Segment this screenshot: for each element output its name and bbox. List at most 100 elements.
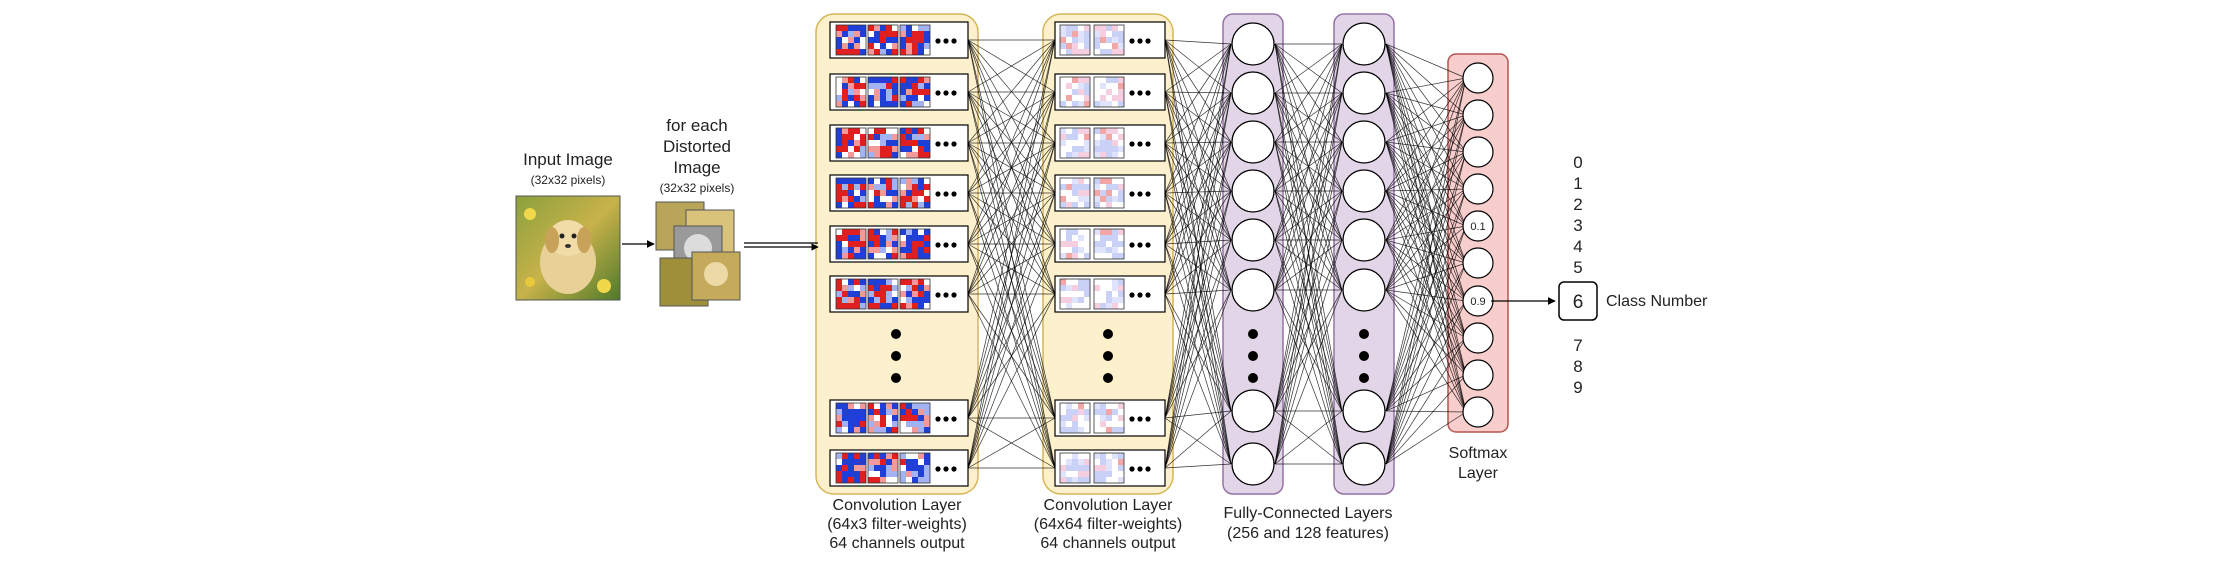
conv2-filter-thumbnail <box>1059 76 1091 108</box>
more-filters-ellipsis <box>1129 141 1151 147</box>
conv1-filter-thumbnail <box>867 76 899 108</box>
softmax-node <box>1462 173 1494 205</box>
conv2-filter-thumbnail <box>1093 228 1125 260</box>
fc1-node <box>1231 22 1275 66</box>
fc2-node <box>1342 22 1386 66</box>
class-label-3: 3 <box>1573 216 1582 235</box>
fc1-node <box>1231 169 1275 213</box>
conv2-filter-thumbnail <box>1093 177 1125 209</box>
softmax-node <box>1462 396 1494 428</box>
class-label-7: 7 <box>1573 336 1582 355</box>
conv1-label-line-2: (64x3 filter-weights) <box>827 516 967 533</box>
conv2-label-line-1: Convolution Layer <box>1044 497 1174 514</box>
conv2-filter-thumbnail <box>1093 24 1125 56</box>
conv2-channel-row <box>1054 21 1166 59</box>
distorted-images <box>655 201 741 307</box>
distorted-title-line-2: Distorted <box>663 137 731 156</box>
conv1-filter-thumbnail <box>899 228 931 260</box>
fc1-node <box>1231 389 1275 433</box>
conv2-filter-thumbnail <box>1059 177 1091 209</box>
more-filters-ellipsis <box>935 141 957 147</box>
conv2-channel-row <box>1054 449 1166 487</box>
distorted-title: for each Distorted Image <box>663 116 731 177</box>
conv1-filter-thumbnail <box>899 177 931 209</box>
distorted-title-line-1: for each <box>666 116 727 135</box>
softmax-label-line-1: Softmax <box>1449 445 1508 462</box>
fc2-node <box>1342 218 1386 262</box>
conv2-ellipsis <box>1103 329 1113 383</box>
class-label-8: 8 <box>1573 357 1582 376</box>
fc2-ellipsis <box>1359 329 1369 383</box>
conv2-filter-thumbnail <box>1059 127 1091 159</box>
input-title: Input Image <box>523 150 613 169</box>
distorted-title-line-3: Image <box>673 158 720 177</box>
class-label-0: 0 <box>1573 153 1582 172</box>
conv1-channel-row <box>829 174 969 212</box>
conv1-channel-row <box>829 124 969 162</box>
conv2-channel-row <box>1054 275 1166 313</box>
softmax-node <box>1462 62 1494 94</box>
conv2-channel-row <box>1054 174 1166 212</box>
conv2-channel-row <box>1054 399 1166 437</box>
class-label-5: 5 <box>1573 258 1582 277</box>
class-numbers: 0 1 2 3 4 5 7 8 9 <box>1573 153 1582 397</box>
class-label-9: 9 <box>1573 378 1582 397</box>
conv1-filter-thumbnail <box>867 24 899 56</box>
more-filters-ellipsis <box>935 466 957 472</box>
more-filters-ellipsis <box>935 90 957 96</box>
output-label: Class Number <box>1606 293 1708 310</box>
fc1-ellipsis <box>1248 329 1258 383</box>
conv2-label-line-2: (64x64 filter-weights) <box>1034 516 1183 533</box>
conv1-filter-thumbnail <box>867 228 899 260</box>
softmax-nodes: 0.1 0.9 <box>1462 62 1494 428</box>
more-filters-ellipsis <box>935 416 957 422</box>
conv2-filter-thumbnail <box>1059 402 1091 434</box>
conv2-channel-row <box>1054 73 1166 111</box>
softmax-label-line-2: Layer <box>1458 465 1499 482</box>
conv1-ellipsis <box>891 329 901 383</box>
conv1-filter-thumbnail <box>867 127 899 159</box>
conv2-channels <box>1054 21 1166 487</box>
more-filters-ellipsis <box>935 191 957 197</box>
conv1-filter-thumbnail <box>899 452 931 484</box>
conv1-filter-thumbnail <box>835 278 867 310</box>
conv2-filter-thumbnail <box>1093 402 1125 434</box>
fc2-node <box>1342 268 1386 312</box>
softmax-node: 0.1 <box>1462 210 1494 242</box>
fc1-node <box>1231 218 1275 262</box>
conv2-filter-thumbnail <box>1093 127 1125 159</box>
fc2-node <box>1342 389 1386 433</box>
connection-lines <box>967 39 1467 469</box>
conv1-filter-thumbnail <box>867 402 899 434</box>
input-subtitle: (32x32 pixels) <box>531 173 606 187</box>
more-filters-ellipsis <box>1129 466 1151 472</box>
conv2-filter-thumbnail <box>1059 24 1091 56</box>
conv2-filter-thumbnail <box>1093 76 1125 108</box>
output-value: 6 <box>1573 292 1584 313</box>
fc1-node <box>1231 71 1275 115</box>
fc-label: Fully-Connected Layers (256 and 128 feat… <box>1224 505 1393 542</box>
conv1-channel-row <box>829 449 969 487</box>
conv1-filter-thumbnail <box>835 228 867 260</box>
more-filters-ellipsis <box>1129 292 1151 298</box>
conv2-label: Convolution Layer (64x64 filter-weights)… <box>1034 497 1183 552</box>
more-filters-ellipsis <box>1129 242 1151 248</box>
conv1-filter-thumbnail <box>835 402 867 434</box>
conv2-filter-thumbnail <box>1093 452 1125 484</box>
more-filters-ellipsis <box>1129 416 1151 422</box>
conv1-channel-row <box>829 225 969 263</box>
conv1-channel-row <box>829 73 969 111</box>
conv1-channel-row <box>829 399 969 437</box>
output-box <box>1558 281 1598 321</box>
fc2-node <box>1342 120 1386 164</box>
class-label-4: 4 <box>1573 237 1582 256</box>
fc1-node <box>1231 442 1275 486</box>
conv1-filter-thumbnail <box>867 177 899 209</box>
conv1-filter-thumbnail <box>835 177 867 209</box>
softmax-label: Softmax Layer <box>1449 445 1508 482</box>
softmax-node: 0.9 <box>1462 285 1494 317</box>
conv1-label: Convolution Layer (64x3 filter-weights) … <box>827 497 967 552</box>
conv1-filter-thumbnail <box>835 127 867 159</box>
conv1-filter-thumbnail <box>899 24 931 56</box>
